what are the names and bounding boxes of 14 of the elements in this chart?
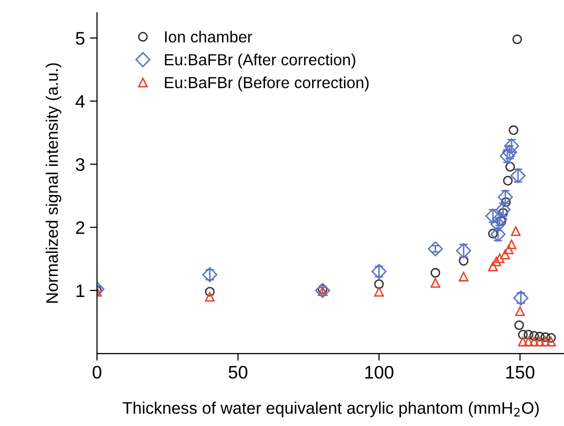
- y-axis-title: Normalized signal intensity (a.u.): [46, 63, 62, 303]
- legend-label: Eu:BaFBr (Before correction): [164, 76, 369, 92]
- legend-label: Ion chamber: [165, 30, 252, 43]
- y-tick-label: 3: [76, 158, 84, 171]
- x-axis-title: Thickness of water equivalent acrylic phantom (mmH$_{2}$O): [122, 402, 539, 418]
- x-tick-label: 0: [92, 366, 102, 379]
- y-tick-label: 5: [76, 32, 84, 45]
- x-tick-label: 150: [506, 366, 534, 379]
- x-tick-label: 50: [228, 366, 248, 379]
- y-tick-label: 2: [76, 221, 84, 234]
- y-tick-label: 4: [76, 95, 85, 108]
- y-tick-label: 1: [76, 284, 84, 298]
- x-tick-label: 100: [365, 366, 394, 379]
- legend-label: Eu:BaFBr (After correction): [164, 54, 356, 69]
